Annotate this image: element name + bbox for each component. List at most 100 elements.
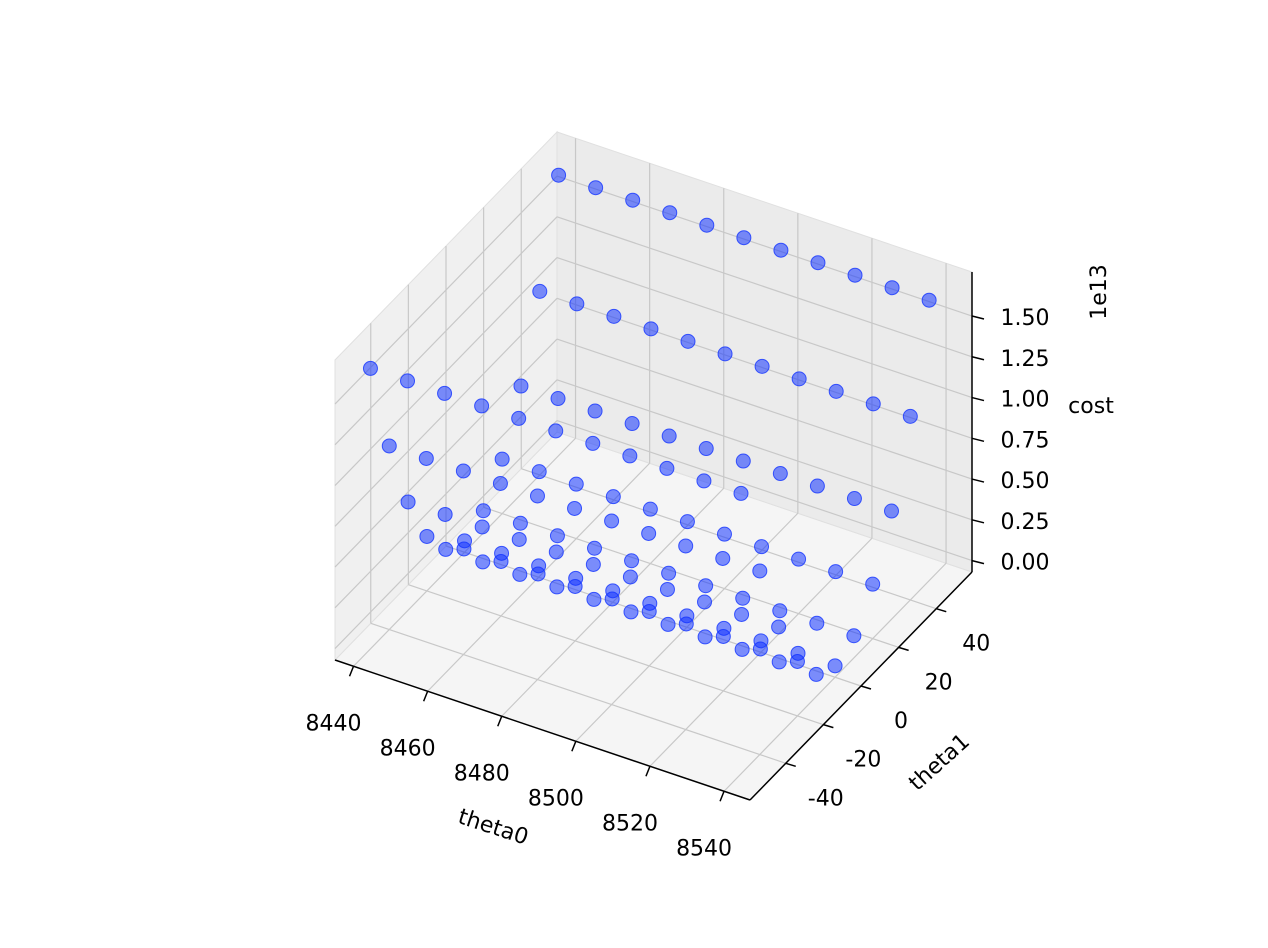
point — [588, 180, 604, 196]
point — [550, 391, 566, 407]
x-tick-label: 8500 — [528, 786, 584, 811]
z-tick-label: 1.25 — [1001, 347, 1050, 372]
point — [809, 615, 825, 631]
point — [532, 283, 548, 299]
point — [512, 515, 528, 531]
point — [474, 398, 490, 414]
point — [622, 448, 638, 464]
point — [699, 217, 715, 233]
y-tick — [936, 607, 947, 613]
point — [642, 501, 658, 517]
grid-line — [334, 420, 558, 650]
point — [549, 528, 565, 544]
point — [659, 581, 675, 597]
point — [587, 403, 603, 419]
z-tick — [971, 437, 985, 443]
point — [456, 541, 472, 557]
point — [529, 488, 545, 504]
point — [531, 464, 547, 480]
point — [884, 503, 900, 519]
z-tick-label: 1.00 — [1001, 388, 1050, 413]
grid-line — [370, 622, 786, 764]
point — [624, 416, 640, 432]
x-tick — [719, 790, 725, 802]
z-tick-label: 0.75 — [1001, 428, 1050, 453]
z-offset-label: 1e13 — [1087, 264, 1112, 320]
z-tick-label: 1.50 — [1001, 306, 1050, 331]
point — [643, 321, 659, 337]
y-axis-label: theta1 — [904, 729, 974, 796]
grid-line — [556, 216, 973, 358]
point — [789, 653, 805, 669]
point — [400, 494, 416, 510]
point — [511, 531, 527, 547]
grid-line — [334, 216, 558, 446]
point — [585, 435, 601, 451]
z-axis-label: cost — [1068, 394, 1114, 419]
y-tick — [860, 685, 872, 690]
point — [847, 267, 863, 283]
point — [921, 292, 937, 308]
point — [625, 192, 641, 208]
point — [605, 489, 621, 505]
point — [734, 641, 750, 657]
point — [698, 578, 714, 594]
y-tick-label: -20 — [845, 748, 881, 773]
point — [604, 591, 620, 607]
point — [754, 358, 770, 374]
point — [735, 590, 751, 606]
point — [418, 450, 434, 466]
point — [696, 473, 712, 489]
x-tick-label: 8540 — [676, 836, 732, 861]
grid-line — [556, 338, 973, 480]
x-tick — [571, 740, 577, 752]
point — [661, 428, 677, 444]
point — [474, 519, 490, 535]
x-tick — [645, 765, 651, 777]
z-tick — [971, 315, 985, 320]
point — [494, 451, 510, 467]
grid-line — [556, 379, 973, 521]
point — [659, 460, 675, 476]
point — [846, 491, 862, 507]
point — [736, 230, 752, 246]
point — [772, 603, 788, 619]
x-axis-label: theta0 — [455, 804, 531, 850]
point — [715, 628, 731, 644]
point — [680, 333, 696, 349]
y-tick — [898, 646, 909, 652]
point — [828, 564, 844, 580]
point — [735, 453, 751, 469]
x-tick — [422, 690, 429, 702]
x-tick-label: 8520 — [602, 811, 658, 836]
point — [660, 616, 676, 632]
point — [771, 654, 787, 670]
point — [662, 205, 678, 221]
points — [362, 167, 937, 682]
point — [551, 167, 567, 183]
point — [771, 619, 787, 635]
y-tick — [823, 723, 834, 729]
point — [717, 346, 733, 362]
point — [754, 539, 770, 555]
point — [475, 503, 491, 519]
point — [715, 550, 731, 566]
point — [827, 658, 843, 674]
z-tick — [971, 356, 985, 361]
x-tick — [348, 665, 355, 677]
y-axis — [749, 571, 973, 801]
point — [697, 594, 713, 610]
point — [678, 616, 694, 632]
point — [622, 569, 638, 585]
point — [641, 525, 657, 541]
point — [381, 438, 397, 454]
grid-line — [408, 584, 824, 726]
point — [400, 373, 416, 389]
point — [419, 528, 435, 544]
point — [773, 242, 789, 258]
point — [809, 478, 825, 494]
point — [586, 591, 602, 607]
point — [828, 383, 844, 399]
point — [661, 565, 677, 581]
